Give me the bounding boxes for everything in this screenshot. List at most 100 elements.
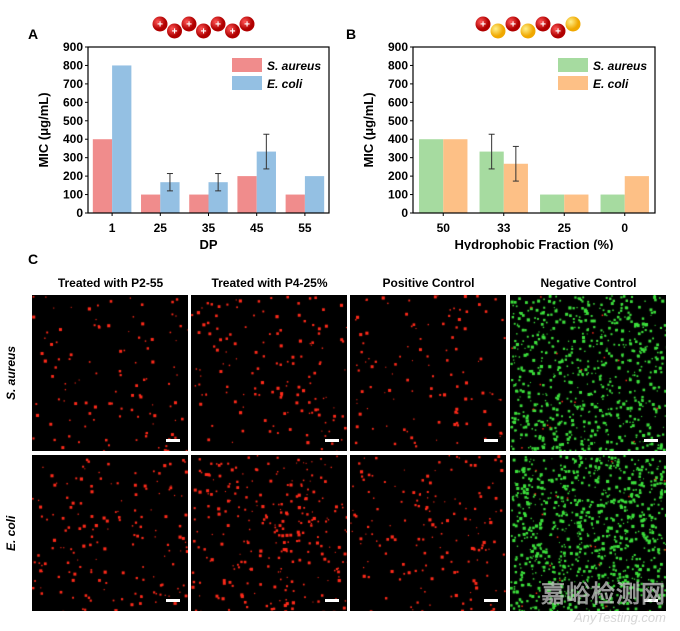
plus-icon: + [172,27,178,38]
y-tick-label: 900 [63,40,83,54]
x-tick-label: 1 [109,221,116,235]
plus-icon: + [157,20,163,31]
x-tick-label: 50 [437,221,451,235]
bar [189,194,209,213]
hydrophobic-sphere-icon [490,23,506,39]
microscopy-image [32,295,188,451]
plus-icon: + [480,20,486,31]
hydrophobic-sphere-icon [520,23,536,39]
microscopy-image [350,295,506,451]
column-header-p4-25: Treated with P4-25% [211,276,328,290]
y-tick-label: 0 [401,206,408,220]
chart-a: + + + + + + +1 25 35 45 55 0 100 200 300 400 500 600 700 80… [36,16,330,250]
y-tick-label: 900 [388,40,408,54]
bar [256,151,276,213]
scale-bar [325,439,339,442]
x-tick-label: 0 [621,221,628,235]
plus-icon: + [244,20,250,31]
cation-sphere-icon [225,23,240,39]
x-tick-label: 45 [250,221,264,235]
y-tick-label: 600 [388,95,408,109]
y-tick-label: 300 [388,151,408,165]
y-tick-label: 200 [63,169,83,183]
legend-swatch [232,58,262,72]
bar [540,194,565,213]
scale-bar [644,599,658,602]
cation-sphere-icon [196,23,211,39]
bar [92,139,113,213]
microscopy-image [191,455,347,611]
y-tick-label: 800 [63,58,83,72]
bar [208,182,228,213]
y-tick-label: 600 [63,95,83,109]
cation-sphere-icon [181,16,197,32]
x-tick-label: 25 [154,221,168,235]
microscopy-image [510,295,666,451]
cation-sphere-icon [505,16,521,32]
column-header-positive-control: Positive Control [382,276,475,290]
bar [304,176,325,213]
column-header-p2-55: Treated with P2-55 [57,276,164,290]
microscopy-image [32,455,188,611]
panel-label-a: A [28,26,39,42]
y-axis-label: MIC (μg/mL) [361,92,376,167]
microscopy-image [191,295,347,451]
hydrophobic-sphere-icon [565,16,581,32]
cation-sphere-icon [475,16,491,32]
x-axis-label: DP [199,237,217,250]
y-tick-label: 100 [63,188,83,202]
scale-bar [166,439,180,442]
plot-frame [412,46,656,214]
chart-b: + + + +50 33 25 0 0 100 200 300 400 500 600 700 800 900 H… [361,16,656,250]
panel-label-c: C [28,251,39,267]
cation-sphere-icon [550,23,566,39]
watermark-cn: 嘉峪检测网 [541,581,666,608]
y-tick-label: 400 [63,132,83,146]
plus-icon: + [201,27,207,38]
scale-bar [166,599,180,602]
bar [160,182,180,213]
y-tick-label: 500 [63,114,83,128]
cation-sphere-icon [239,16,255,32]
bar [285,194,305,213]
legend-label: E. coli [267,77,303,91]
y-tick-label: 0 [76,206,83,220]
scale-bar [644,439,658,442]
plus-icon: + [510,20,516,31]
bar [624,176,649,213]
microscopy-image [350,455,506,611]
cation-sphere-icon [535,16,551,32]
scale-bar [484,439,498,442]
cation-sphere-icon [167,23,182,39]
bar [564,194,589,213]
legend-label: E. coli [593,77,629,91]
bar [419,139,444,213]
x-axis-label: Hydrophobic Fraction (%) [455,237,614,250]
plot-frame [87,46,330,214]
x-tick-label: 33 [497,221,511,235]
plus-icon: + [540,20,546,31]
y-tick-label: 700 [63,77,83,91]
watermark-en: AnyTesting.com [573,610,666,625]
column-header-negative-control: Negative Control [540,276,637,290]
row-header-s-aureus: S. aureus [4,345,18,401]
y-tick-label: 700 [388,77,408,91]
y-tick-label: 400 [388,132,408,146]
bar [237,176,257,213]
cation-sphere-icon [152,16,168,32]
y-tick-label: 800 [388,58,408,72]
x-tick-label: 35 [202,221,216,235]
plus-icon: + [230,27,236,38]
scale-bar [325,599,339,602]
y-tick-label: 300 [63,151,83,165]
y-axis-label: MIC (μg/mL) [36,92,51,167]
plus-icon: + [555,27,561,38]
row-header-e-coli: E. coli [4,515,18,551]
y-tick-label: 100 [388,188,408,202]
cation-sphere-icon [210,16,226,32]
bar [600,194,625,213]
microscopy-image [510,455,666,611]
x-tick-label: 55 [298,221,312,235]
y-tick-label: 500 [388,114,408,128]
